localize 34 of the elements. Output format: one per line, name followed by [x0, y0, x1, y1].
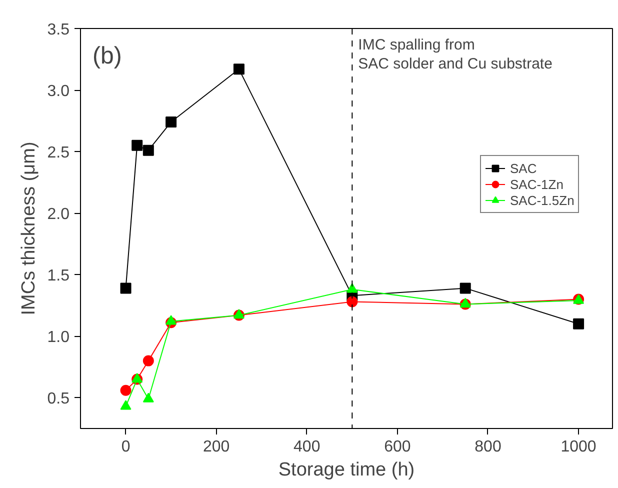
- x-tick-label: 200: [202, 438, 230, 456]
- point: [573, 318, 584, 330]
- point: [346, 296, 358, 308]
- point: [142, 355, 154, 366]
- x-tick-label: 400: [294, 438, 320, 456]
- y-tick-label: 0.5: [47, 390, 70, 408]
- x-axis-title: Storage time (h): [278, 460, 415, 480]
- legend-label: SAC-1Zn: [510, 176, 564, 192]
- y-axis-title: IMCs thickness (μm): [18, 142, 40, 316]
- y-tick-label: 3.5: [47, 22, 70, 38]
- point: [233, 64, 244, 75]
- y-tick-label: 1.5: [47, 268, 70, 285]
- y-tick-label: 2.0: [47, 206, 70, 224]
- y-tick-label: 2.5: [47, 144, 70, 162]
- x-tick-label: 1000: [560, 438, 596, 456]
- point: [346, 283, 358, 293]
- y-tick-label: 1.0: [47, 329, 70, 346]
- point: [166, 315, 177, 325]
- annotation: (b): [92, 42, 122, 70]
- point: [142, 144, 154, 156]
- x-tick-label: 800: [474, 438, 502, 456]
- point: [142, 392, 154, 402]
- point: [460, 282, 471, 294]
- point: [120, 282, 132, 294]
- point: [166, 116, 177, 128]
- legend-label: SAC-1.5Zn: [510, 192, 574, 208]
- legend-label: SAC: [510, 160, 537, 176]
- x-tick-label: 600: [384, 438, 411, 456]
- y-tick-label: 3.0: [47, 83, 70, 100]
- point: [120, 400, 132, 410]
- point: [132, 140, 143, 151]
- x-tick-label: 0: [121, 438, 130, 456]
- annotation: IMC spalling from SAC solder and Cu substrate: [358, 36, 552, 72]
- point: [120, 384, 132, 396]
